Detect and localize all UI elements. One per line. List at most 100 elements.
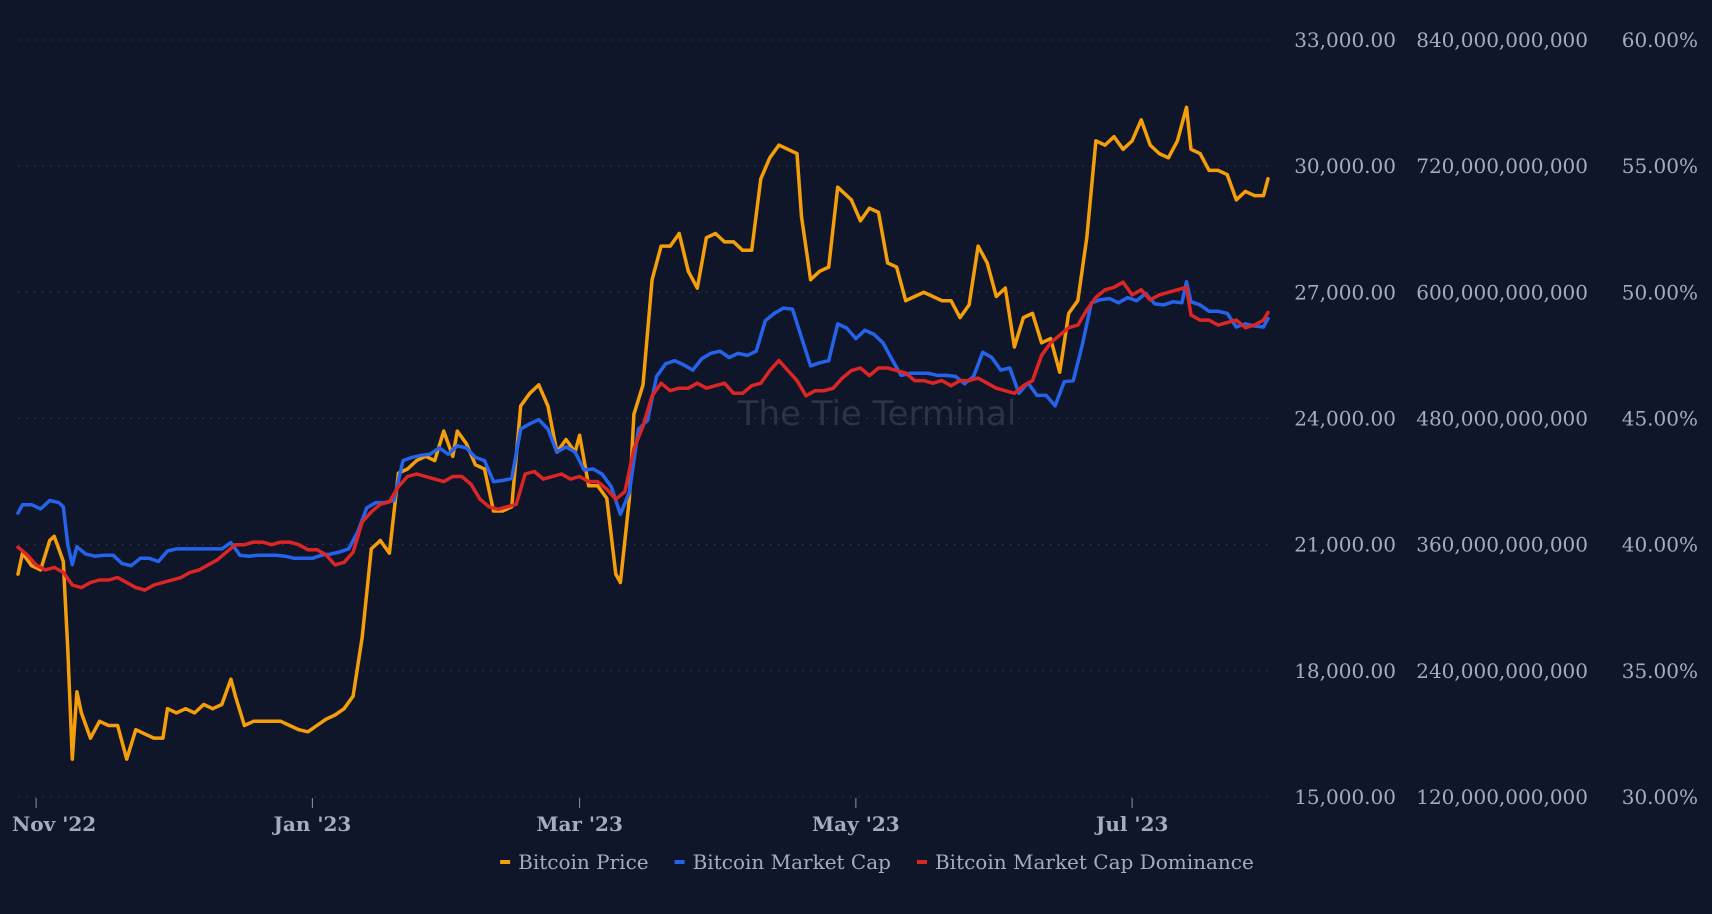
data-point — [1148, 143, 1152, 147]
data-point — [184, 547, 188, 551]
data-point — [1266, 310, 1270, 315]
data-point — [636, 427, 641, 431]
y-tick-label-price: 18,000.00 — [1294, 659, 1396, 683]
data-point — [858, 219, 863, 223]
data-point — [428, 452, 432, 456]
data-point — [944, 373, 949, 377]
y-tick-label-dominance: 50.00% — [1622, 280, 1698, 304]
data-point — [52, 565, 56, 570]
data-point — [88, 580, 93, 585]
data-point — [193, 547, 197, 551]
y-tick-label-marketcap: 720,000,000,000 — [1416, 154, 1588, 178]
data-point — [976, 244, 980, 248]
data-point — [351, 550, 355, 554]
data-point — [1030, 311, 1035, 315]
data-point — [713, 231, 718, 236]
data-point — [963, 382, 967, 386]
data-point — [238, 553, 242, 557]
data-point — [922, 290, 926, 294]
data-point — [777, 358, 781, 363]
data-point — [442, 480, 446, 484]
data-point — [578, 474, 582, 479]
data-point — [415, 459, 419, 463]
y-tick-label-dominance: 55.00% — [1622, 154, 1698, 178]
data-point — [174, 547, 179, 551]
data-point — [881, 341, 885, 345]
data-point — [528, 391, 532, 395]
data-point — [66, 543, 70, 547]
data-point — [786, 369, 790, 373]
data-point — [591, 467, 595, 471]
data-point — [288, 540, 292, 544]
data-point — [1067, 311, 1071, 315]
data-point — [931, 381, 935, 385]
data-point — [659, 244, 663, 248]
y-tick-label-marketcap: 480,000,000,000 — [1416, 407, 1588, 431]
legend-item[interactable]: Bitcoin Market Cap Dominance — [916, 850, 1254, 874]
data-point — [116, 575, 120, 580]
data-point — [297, 728, 301, 732]
data-point — [999, 368, 1003, 372]
data-point — [1207, 318, 1211, 322]
data-point — [578, 433, 582, 437]
data-point — [442, 429, 446, 433]
y-tick-label-marketcap: 600,000,000,000 — [1416, 280, 1588, 304]
data-point — [342, 560, 346, 564]
data-point — [754, 349, 758, 353]
x-tick-label: May '23 — [812, 812, 900, 836]
data-point — [220, 547, 224, 551]
data-point — [904, 299, 908, 303]
data-point — [410, 455, 414, 459]
data-point — [473, 455, 477, 459]
data-point — [836, 185, 840, 189]
data-point — [1003, 286, 1007, 290]
data-point — [247, 554, 251, 558]
data-point — [1121, 280, 1125, 284]
data-point — [401, 459, 405, 463]
data-point — [1252, 323, 1256, 327]
data-point — [1198, 152, 1202, 156]
data-point — [732, 391, 736, 395]
data-point — [537, 383, 541, 387]
data-point — [419, 453, 423, 457]
data-point — [387, 500, 391, 504]
data-point — [1139, 288, 1143, 292]
data-point — [184, 707, 188, 711]
legend-item[interactable]: Bitcoin Market Cap — [674, 850, 891, 874]
data-point — [161, 736, 165, 740]
data-point — [1157, 293, 1161, 297]
data-point — [455, 429, 459, 433]
data-point — [265, 553, 269, 557]
data-point — [179, 575, 183, 580]
data-point — [66, 648, 70, 652]
legend-item[interactable]: Bitcoin Price — [500, 850, 649, 874]
data-point — [1243, 189, 1247, 193]
data-point — [1021, 316, 1025, 320]
data-point — [935, 373, 940, 377]
data-point — [641, 424, 645, 428]
data-point — [931, 294, 935, 299]
data-point — [985, 381, 989, 385]
y-tick-label-marketcap: 120,000,000,000 — [1416, 785, 1588, 809]
data-point — [546, 427, 550, 431]
data-point — [886, 366, 890, 370]
data-point — [1234, 318, 1238, 322]
data-point — [1126, 296, 1130, 300]
data-point — [279, 719, 283, 723]
data-point — [596, 484, 600, 488]
data-point — [93, 554, 97, 558]
data-point — [972, 374, 976, 378]
data-point — [365, 506, 369, 510]
data-point — [1044, 393, 1048, 397]
data-point — [709, 351, 713, 355]
data-point — [641, 383, 645, 387]
data-point — [270, 543, 274, 547]
data-point — [668, 389, 672, 393]
data-point — [256, 553, 260, 557]
data-point — [904, 371, 908, 375]
data-point — [116, 723, 120, 728]
x-tick-label: Jul '23 — [1094, 812, 1169, 836]
y-tick-label-price: 15,000.00 — [1294, 785, 1396, 809]
data-point — [274, 553, 278, 557]
